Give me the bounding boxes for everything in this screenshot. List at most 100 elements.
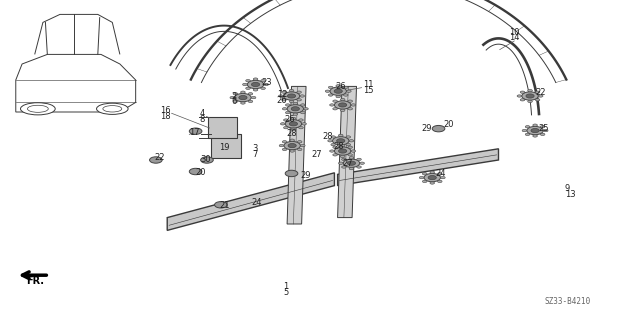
Circle shape <box>517 95 522 97</box>
Circle shape <box>338 162 343 164</box>
Circle shape <box>520 91 525 93</box>
Circle shape <box>281 99 286 101</box>
Circle shape <box>343 86 348 89</box>
Circle shape <box>533 135 538 137</box>
Circle shape <box>298 126 304 129</box>
Circle shape <box>348 100 353 102</box>
Circle shape <box>328 86 333 89</box>
Text: 12: 12 <box>276 90 287 99</box>
Circle shape <box>290 150 295 152</box>
Circle shape <box>284 141 300 150</box>
Text: 21: 21 <box>220 201 230 210</box>
Circle shape <box>240 102 245 104</box>
Text: 3: 3 <box>252 144 257 153</box>
Circle shape <box>525 125 530 128</box>
Circle shape <box>239 95 247 100</box>
Circle shape <box>300 144 305 147</box>
Circle shape <box>422 180 427 183</box>
Text: 29: 29 <box>422 124 432 132</box>
Circle shape <box>253 78 258 80</box>
Text: 1: 1 <box>283 282 288 291</box>
Circle shape <box>297 140 302 143</box>
Circle shape <box>349 156 354 159</box>
Circle shape <box>282 108 287 110</box>
Circle shape <box>520 99 525 101</box>
Text: 26: 26 <box>276 96 287 105</box>
Circle shape <box>230 96 235 99</box>
Circle shape <box>240 91 245 93</box>
Circle shape <box>337 139 345 143</box>
Circle shape <box>285 111 290 114</box>
Circle shape <box>422 172 427 175</box>
Circle shape <box>346 90 351 92</box>
Circle shape <box>531 129 539 133</box>
Bar <box>208 117 237 138</box>
Circle shape <box>282 148 287 151</box>
Circle shape <box>428 175 437 180</box>
Text: 13: 13 <box>565 190 575 199</box>
Circle shape <box>333 146 338 148</box>
Circle shape <box>327 140 333 142</box>
Circle shape <box>189 128 202 134</box>
Circle shape <box>351 104 356 106</box>
Text: 11: 11 <box>363 80 374 89</box>
Circle shape <box>300 95 305 97</box>
Circle shape <box>233 92 238 95</box>
Circle shape <box>525 133 530 136</box>
Text: 27: 27 <box>311 150 322 159</box>
Circle shape <box>334 147 351 155</box>
Circle shape <box>285 120 302 128</box>
Circle shape <box>291 128 296 131</box>
Text: 27: 27 <box>343 159 353 168</box>
Text: 26: 26 <box>285 115 295 124</box>
Circle shape <box>437 172 442 175</box>
Circle shape <box>340 144 345 147</box>
Circle shape <box>540 125 545 128</box>
Circle shape <box>527 126 543 135</box>
Text: 25: 25 <box>539 124 550 133</box>
Circle shape <box>291 117 296 120</box>
Circle shape <box>333 154 338 156</box>
Circle shape <box>348 146 353 148</box>
Circle shape <box>328 94 333 96</box>
Circle shape <box>304 108 309 110</box>
Text: 29: 29 <box>300 171 310 180</box>
Circle shape <box>251 96 256 99</box>
Circle shape <box>340 98 345 101</box>
Text: 9: 9 <box>565 184 570 193</box>
Circle shape <box>247 80 264 89</box>
Circle shape <box>430 171 435 173</box>
Circle shape <box>290 139 295 141</box>
Text: 24: 24 <box>251 198 262 207</box>
Circle shape <box>288 143 297 148</box>
Circle shape <box>522 129 527 132</box>
Circle shape <box>331 136 336 138</box>
Text: 4: 4 <box>200 109 205 118</box>
Circle shape <box>333 100 338 102</box>
Circle shape <box>334 101 351 109</box>
Circle shape <box>215 202 227 208</box>
Circle shape <box>329 150 334 152</box>
Circle shape <box>302 123 307 125</box>
Circle shape <box>336 84 341 87</box>
Circle shape <box>346 136 351 138</box>
Text: 28: 28 <box>333 142 344 151</box>
Text: 16: 16 <box>160 106 170 115</box>
Text: SZ33-B4210: SZ33-B4210 <box>545 297 591 306</box>
Circle shape <box>343 159 360 167</box>
Circle shape <box>283 126 288 129</box>
Circle shape <box>535 99 540 101</box>
Circle shape <box>293 113 298 116</box>
Circle shape <box>281 91 286 93</box>
Circle shape <box>430 182 435 184</box>
Circle shape <box>533 124 538 126</box>
Circle shape <box>340 155 345 158</box>
Circle shape <box>528 89 533 92</box>
Circle shape <box>253 89 258 91</box>
Circle shape <box>538 95 543 97</box>
Text: 5: 5 <box>283 288 288 297</box>
Circle shape <box>440 176 445 179</box>
Circle shape <box>341 158 346 161</box>
Circle shape <box>242 83 247 86</box>
Text: 7: 7 <box>252 150 257 159</box>
